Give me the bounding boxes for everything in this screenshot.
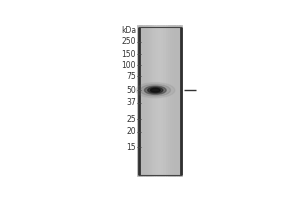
Ellipse shape: [150, 88, 160, 92]
Ellipse shape: [148, 87, 163, 93]
Ellipse shape: [140, 84, 170, 96]
Ellipse shape: [136, 83, 175, 98]
Text: 250: 250: [122, 37, 136, 46]
Text: 25: 25: [126, 115, 136, 124]
Text: 37: 37: [126, 98, 136, 107]
Text: kDa: kDa: [121, 26, 136, 35]
Text: 15: 15: [126, 143, 136, 152]
Text: 20: 20: [126, 127, 136, 136]
Text: 75: 75: [126, 72, 136, 81]
Text: 50: 50: [126, 86, 136, 95]
Text: 100: 100: [122, 61, 136, 70]
Text: 150: 150: [122, 50, 136, 59]
Bar: [139, 27, 181, 175]
Ellipse shape: [145, 86, 166, 94]
